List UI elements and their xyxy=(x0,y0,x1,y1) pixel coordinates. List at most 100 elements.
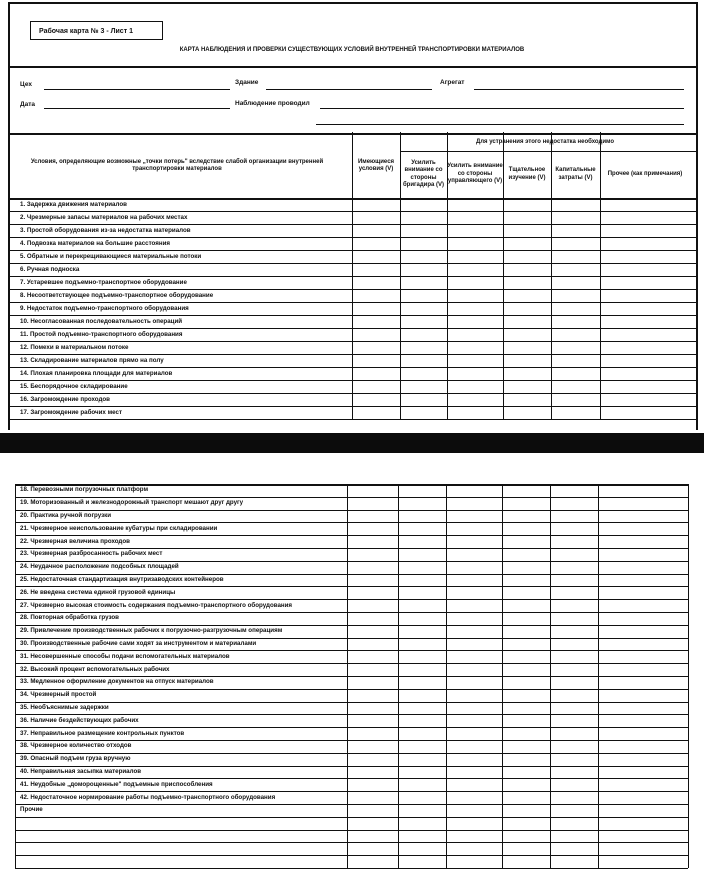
table-row-divider xyxy=(15,688,688,690)
row-label: 3. Простой оборудования из-за недостатка… xyxy=(20,226,191,234)
row-label: 36. Наличие бездействующих рабочих xyxy=(20,716,139,724)
table-row: 38. Чрезмерное количество отходов xyxy=(0,740,704,753)
row-label: 23. Чрезмерная разбросанность рабочих ме… xyxy=(20,550,163,558)
row-label: 40. Неправильная засыпка материалов xyxy=(20,767,142,775)
row-label: 9. Недостаток подъемно-транспортного обо… xyxy=(20,304,189,312)
row-label: 18. Перевозными погрузочных платформ xyxy=(20,486,149,494)
header-manager: Усилить внимание со стороны управляющего… xyxy=(447,163,503,185)
row-label: 32. Высокий процент вспомогательных рабо… xyxy=(20,665,170,673)
header-bottom xyxy=(8,198,698,200)
table-column-divider xyxy=(550,484,552,868)
workshop-field[interactable] xyxy=(44,89,230,90)
row-label: 39. Опасный подъем груза вручную xyxy=(20,755,131,763)
table-column-divider xyxy=(398,484,400,868)
date-label: Дата xyxy=(20,101,36,108)
header-group: Для устранения этого недостатка необходи… xyxy=(475,139,615,146)
table-column-divider xyxy=(8,132,10,419)
table-row: 16. Загромождение проходов xyxy=(0,393,704,406)
table-row: 3. Простой оборудования из-за недостатка… xyxy=(0,224,704,237)
row-label: 4. Подвозка материалов на большие рассто… xyxy=(20,239,171,247)
table-row: 11. Простой подъемно-транспортного обору… xyxy=(0,328,704,341)
table-column-divider xyxy=(502,484,504,868)
table-row-divider xyxy=(15,637,688,639)
table-row: 5. Обратные и перекрещивающиеся материал… xyxy=(0,250,704,263)
row-label: 31. Несовершенные способы подачи вспомог… xyxy=(20,652,230,660)
table-row-divider xyxy=(15,740,688,741)
table-row-divider xyxy=(15,791,688,793)
table-row-divider xyxy=(15,842,688,844)
row-label: 24. Неудачное расположение подсобных пло… xyxy=(20,563,179,571)
header-foreman: Усилить внимание со стороны бригадира (V… xyxy=(402,159,445,189)
table-row: 28. Повторная обработка грузов xyxy=(0,612,704,625)
table-row: 23. Чрезмерная разбросанность рабочих ме… xyxy=(0,548,704,561)
table-row: 1. Задержка движения материалов xyxy=(0,198,704,211)
row-label: 16. Загромождение проходов xyxy=(20,395,110,403)
table-row: 32. Высокий процент вспомогательных рабо… xyxy=(0,663,704,676)
table-row: 13. Складирование материалов прямо на по… xyxy=(0,354,704,367)
building-field[interactable] xyxy=(266,89,432,90)
row-label: 30. Производственные рабочие сами ходят … xyxy=(20,639,257,647)
observer-field-extra[interactable] xyxy=(316,124,684,125)
table-row: Прочие xyxy=(0,804,704,817)
table-row: 8. Несоответствующее подъемно-транспортн… xyxy=(0,289,704,302)
table-row: 25. Недостаточная стандартизация внутриз… xyxy=(0,574,704,587)
table-row: 40. Неправильная засыпка материалов xyxy=(0,766,704,779)
table-row-divider xyxy=(8,419,697,420)
table-row-divider xyxy=(15,727,688,729)
header-conditions: Условия, определяющие возможные „точки п… xyxy=(30,158,324,173)
row-label: 38. Чрезмерное количество отходов xyxy=(20,742,132,750)
table-row-divider xyxy=(15,663,688,665)
table-column-divider xyxy=(446,484,448,868)
row-label: 13. Складирование материалов прямо на по… xyxy=(20,356,164,364)
table-column-divider xyxy=(15,484,17,868)
table-row: 36. Наличие бездействующих рабочих xyxy=(0,714,704,727)
table-row: 21. Чрезмерное неиспользование кубатуры … xyxy=(0,522,704,535)
table-row: 27. Чрезмерно высокая стоимость содержан… xyxy=(0,599,704,612)
table-row: 30. Производственные рабочие сами ходят … xyxy=(0,638,704,651)
table-row: 7. Устаревшее подъемно-транспортное обор… xyxy=(0,276,704,289)
workshop-label: Цех xyxy=(20,81,32,88)
table-row: 41. Неудобные „доморощенные" подъемные п… xyxy=(0,778,704,791)
row-label: 37. Неправильное размещение контрольных … xyxy=(20,729,185,737)
unit-field[interactable] xyxy=(474,89,684,90)
table-row-divider xyxy=(15,855,688,857)
row-label: 42. Недостаточное нормирование работы по… xyxy=(20,793,276,801)
unit-label: Агрегат xyxy=(440,79,465,86)
table-row: 15. Беспорядочное складирование xyxy=(0,380,704,393)
observer-label: Наблюдение проводил xyxy=(235,100,310,107)
row-label: 14. Плохая планировка площади для матери… xyxy=(20,369,173,377)
card-label: Рабочая карта № 3 - Лист 1 xyxy=(30,21,163,40)
table-column-divider xyxy=(688,484,690,868)
table-row-divider xyxy=(15,509,688,511)
table-row-divider xyxy=(15,752,688,754)
table-row-divider xyxy=(15,535,688,537)
table-row-divider xyxy=(15,714,688,716)
observer-field[interactable] xyxy=(320,108,684,109)
row-label: 41. Неудобные „доморощенные" подъемные п… xyxy=(20,780,213,788)
row-label: 29. Привлечение производственных рабочих… xyxy=(20,627,283,635)
row-label: 28. Повторная обработка грузов xyxy=(20,614,119,622)
header-existing: Имеющиеся условия (V) xyxy=(357,158,395,173)
table-row-divider xyxy=(15,778,688,780)
table-row: 14. Плохая планировка площади для матери… xyxy=(0,367,704,380)
row-label: 2. Чрезмерные запасы материалов на рабоч… xyxy=(20,213,188,221)
table-row: 4. Подвозка материалов на большие рассто… xyxy=(0,237,704,250)
table-row-divider xyxy=(15,816,688,818)
table-row: 26. Не введена система единой грузовой е… xyxy=(0,586,704,599)
building-label: Здание xyxy=(235,79,259,86)
row-label: 17. Загромождение рабочих мест xyxy=(20,408,122,416)
right-border xyxy=(696,2,698,430)
row-label: 21. Чрезмерное неиспользование кубатуры … xyxy=(20,524,218,532)
table-row: 29. Привлечение производственных рабочих… xyxy=(0,625,704,638)
table-column-divider xyxy=(697,132,699,419)
table-row-divider xyxy=(15,560,688,562)
table-row: 34. Чрезмерный простой xyxy=(0,689,704,702)
page-break xyxy=(0,433,704,453)
table-column-divider xyxy=(447,132,449,419)
header-study: Тщательное изучение (V) xyxy=(508,167,546,181)
table-row: 22. Чрезмерная величина проходов xyxy=(0,535,704,548)
date-field[interactable] xyxy=(44,108,230,109)
table-row-divider xyxy=(15,676,688,677)
table-row-divider xyxy=(15,612,688,613)
